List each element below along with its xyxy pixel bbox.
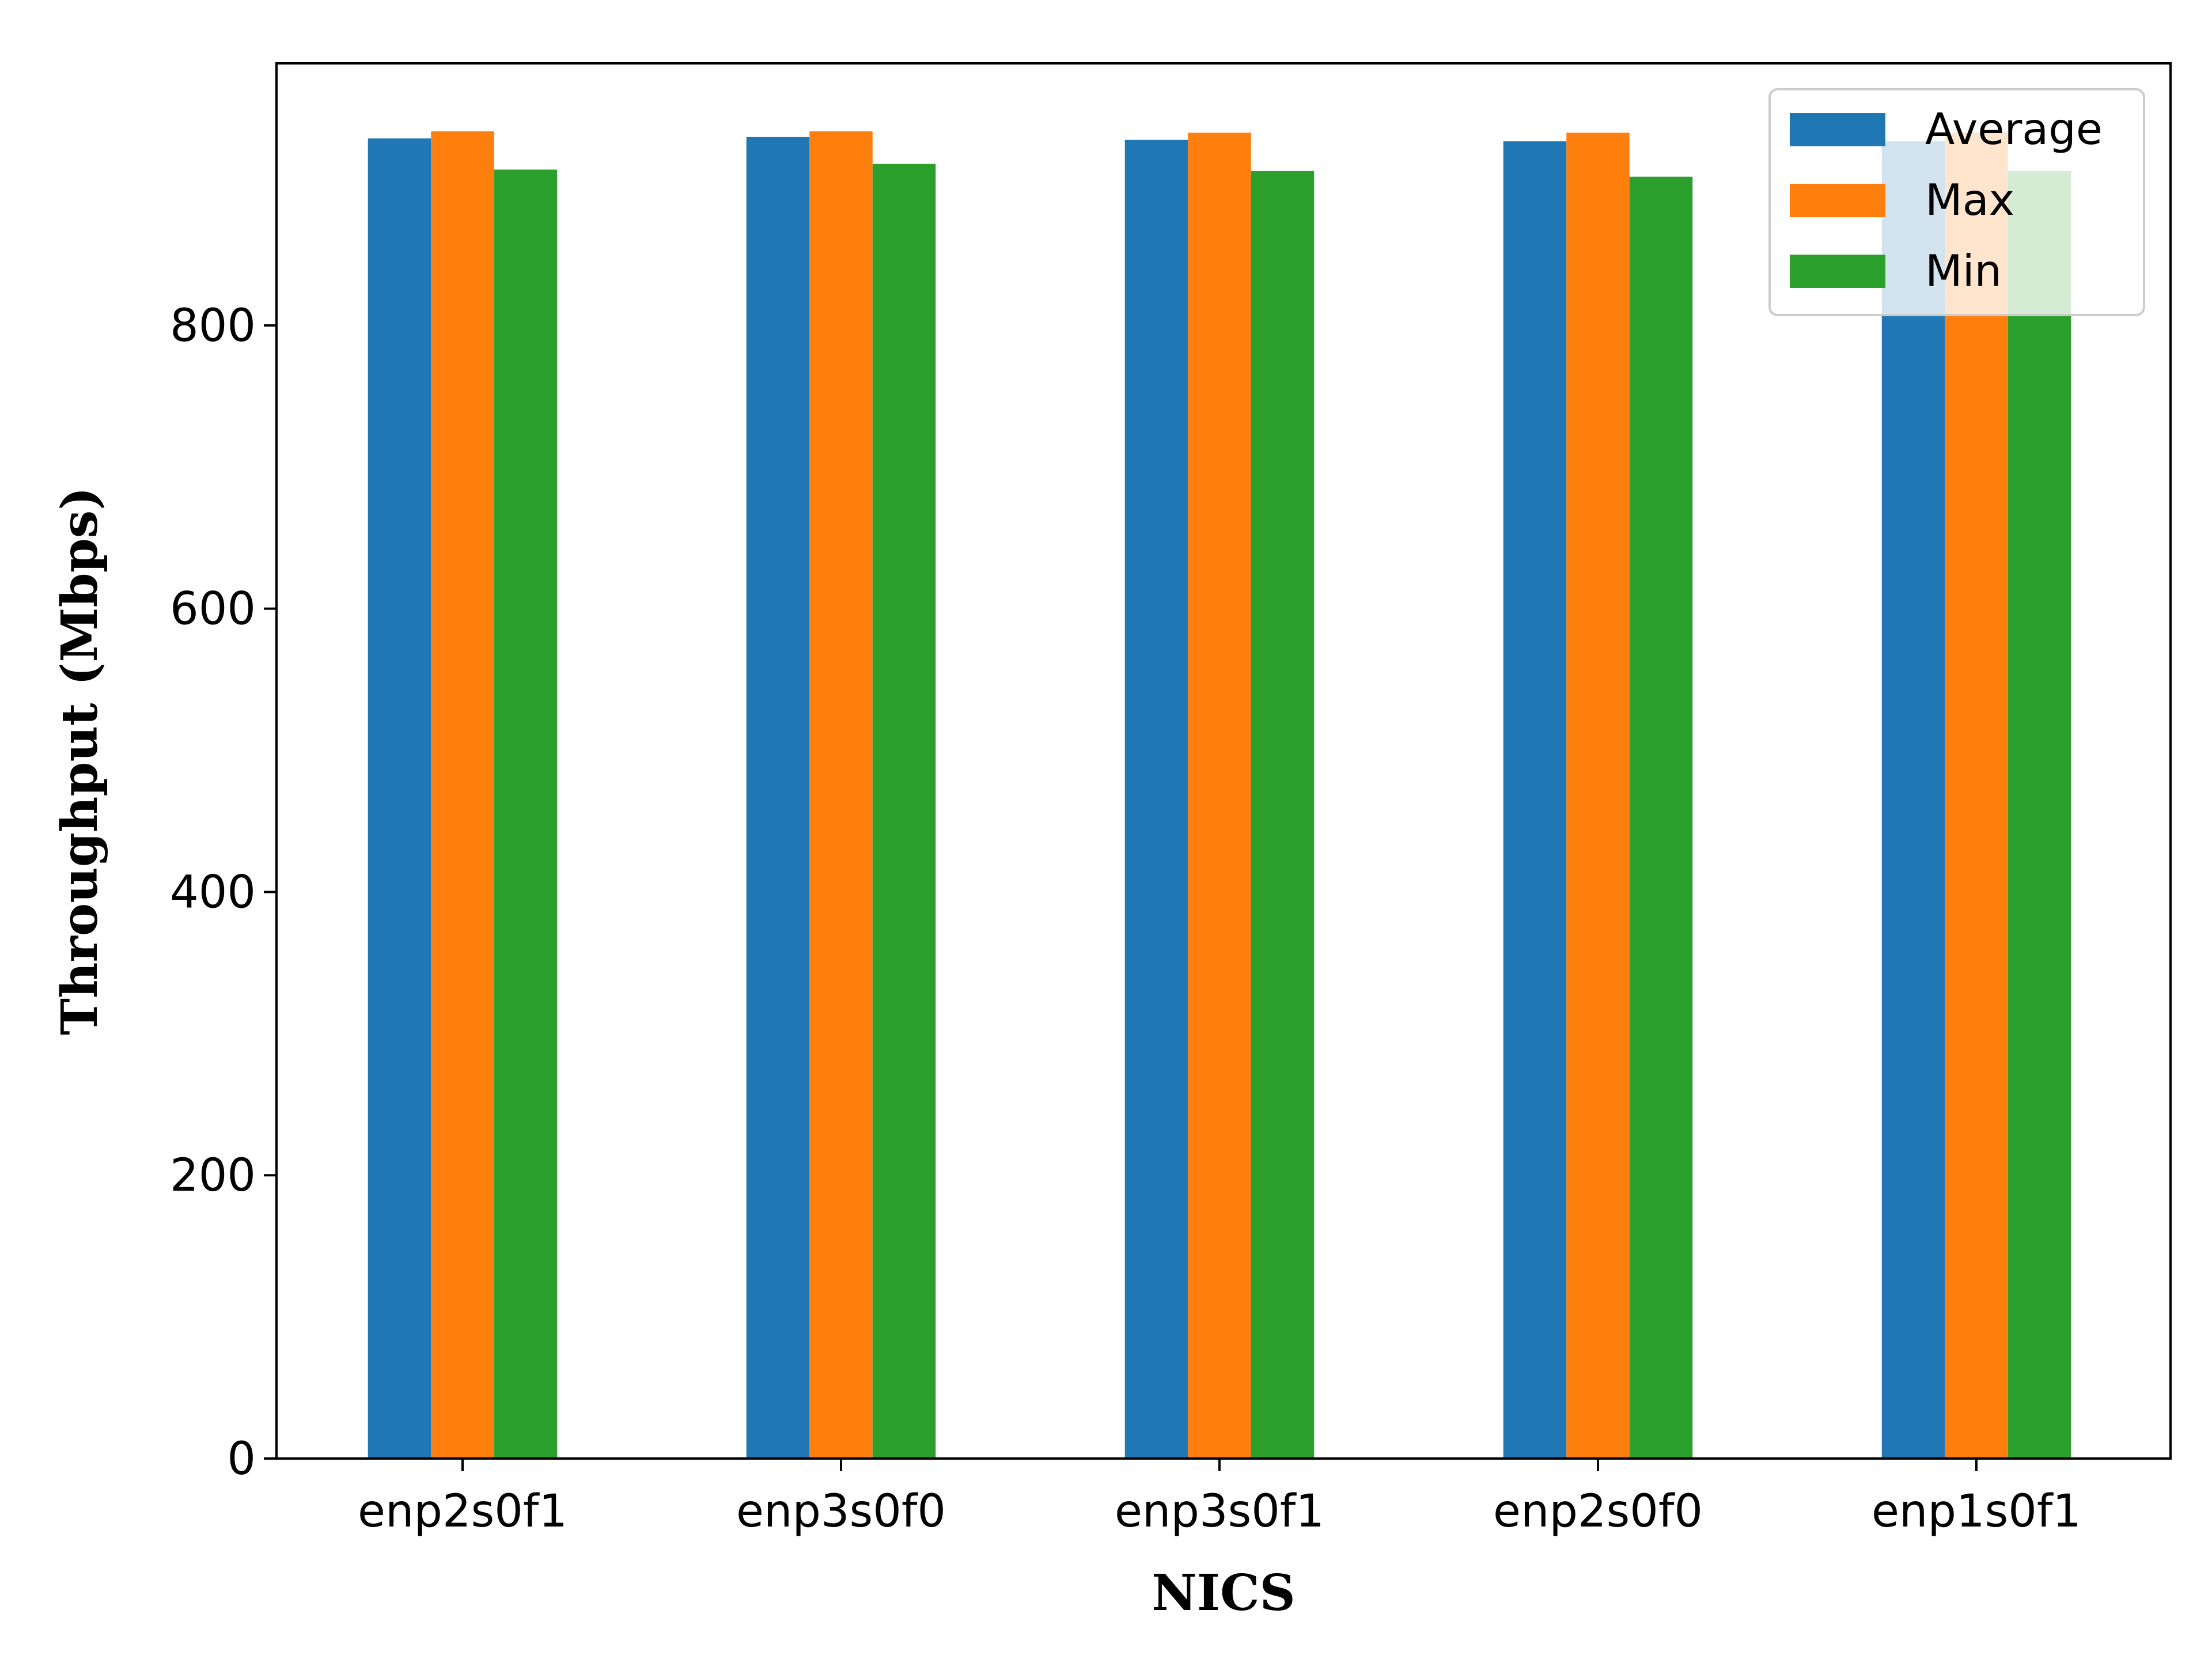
y-axis-title: Throughput (Mbps): [51, 487, 109, 1035]
bar-max-enp3s0f0: [809, 131, 873, 1459]
legend-label-min: Min: [1925, 245, 2002, 296]
bar-max-enp3s0f1: [1188, 132, 1251, 1459]
y-axis: 0 200 400 600 800: [170, 300, 276, 1485]
x-axis: enp2s0f1 enp3s0f0 enp3s0f1 enp2s0f0 enp1s0f1: [358, 1459, 2081, 1537]
y-tick-label: 200: [170, 1150, 256, 1202]
y-tick-label: 800: [170, 300, 256, 352]
x-tick-label: enp3s0f1: [1115, 1486, 1324, 1537]
legend-swatch-average: [1790, 113, 1885, 146]
legend-swatch-min: [1790, 255, 1885, 288]
legend-label-average: Average: [1925, 104, 2103, 154]
y-tick-label: 400: [170, 866, 256, 918]
bar-min-enp3s0f0: [872, 164, 936, 1459]
bar-average-enp3s0f1: [1124, 139, 1188, 1459]
bar-max-enp2s0f1: [431, 131, 494, 1459]
bar-max-enp2s0f0: [1566, 132, 1630, 1459]
y-tick-label: 600: [170, 584, 256, 635]
plot-area-frame: [275, 62, 2172, 1460]
legend: Average Max Min: [1768, 88, 2145, 316]
bar-min-enp2s0f0: [1629, 176, 1693, 1459]
x-axis-title: NICS: [1152, 1564, 1295, 1622]
x-tick-label: enp2s0f0: [1493, 1486, 1703, 1537]
bar-average-enp1s0f1: [1881, 141, 1945, 1459]
x-tick-label: enp1s0f1: [1872, 1486, 2081, 1537]
bar-average-enp3s0f0: [746, 137, 810, 1459]
bar-min-enp3s0f1: [1251, 171, 1315, 1459]
y-tick-label: 0: [227, 1433, 256, 1485]
bar-min-enp1s0f1: [2008, 171, 2071, 1459]
x-tick-label: enp2s0f1: [358, 1486, 567, 1537]
bar-average-enp2s0f1: [368, 138, 431, 1459]
legend-swatch-max: [1790, 184, 1885, 217]
bars-layer: [368, 131, 2071, 1459]
legend-label-max: Max: [1925, 175, 2014, 225]
x-tick-label: enp3s0f0: [736, 1486, 946, 1537]
bar-average-enp2s0f0: [1503, 141, 1567, 1459]
bar-max-enp1s0f1: [1945, 132, 2008, 1459]
bar-min-enp2s0f1: [494, 169, 558, 1459]
